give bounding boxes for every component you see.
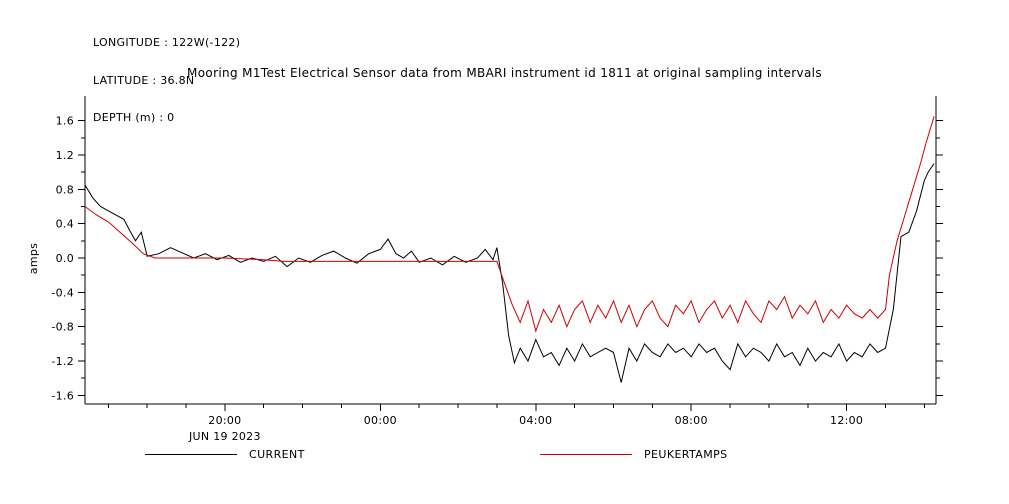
y-tick-label: 0.0	[56, 252, 74, 265]
y-tick-label: 0.8	[56, 183, 74, 196]
series-line-current	[84, 163, 935, 383]
legend-item-peukertamps: PEUKERTAMPS	[540, 448, 728, 461]
x-tick-label: 12:00	[830, 414, 863, 427]
latitude-label: LATITUDE : 36.8N	[93, 73, 195, 87]
legend-label-peukertamps: PEUKERTAMPS	[644, 448, 728, 461]
legend-line-current	[145, 454, 237, 455]
x-tick-label: 08:00	[675, 414, 708, 427]
longitude-label: LONGITUDE : 122W(-122)	[93, 36, 241, 49]
x-axis-date-label: JUN 19 2023	[188, 430, 261, 443]
y-tick-label: 0.4	[56, 218, 74, 231]
x-tick-label: 04:00	[519, 414, 552, 427]
legend-line-peukertamps	[540, 454, 632, 455]
y-tick-label: -1.2	[51, 355, 74, 368]
y-tick-label: 1.6	[56, 115, 74, 128]
y-tick-label: -0.8	[51, 321, 74, 334]
chart-title: Mooring M1Test Electrical Sensor data fr…	[187, 66, 822, 80]
x-tick-label: 20:00	[208, 414, 241, 427]
series-line-peukertamps	[84, 116, 935, 333]
y-tick-label: -1.6	[51, 389, 74, 402]
legend-item-current: CURRENT	[145, 448, 305, 461]
legend-label-current: CURRENT	[249, 448, 305, 461]
x-tick-label: 00:00	[364, 414, 397, 427]
y-tick-label: -0.4	[51, 286, 74, 299]
depth-label: DEPTH (m) : 0	[93, 111, 175, 124]
y-tick-label: 1.2	[56, 149, 74, 162]
header-block: LONGITUDE : 122W(-122) LATITUDE : 36.8N …	[93, 12, 240, 150]
